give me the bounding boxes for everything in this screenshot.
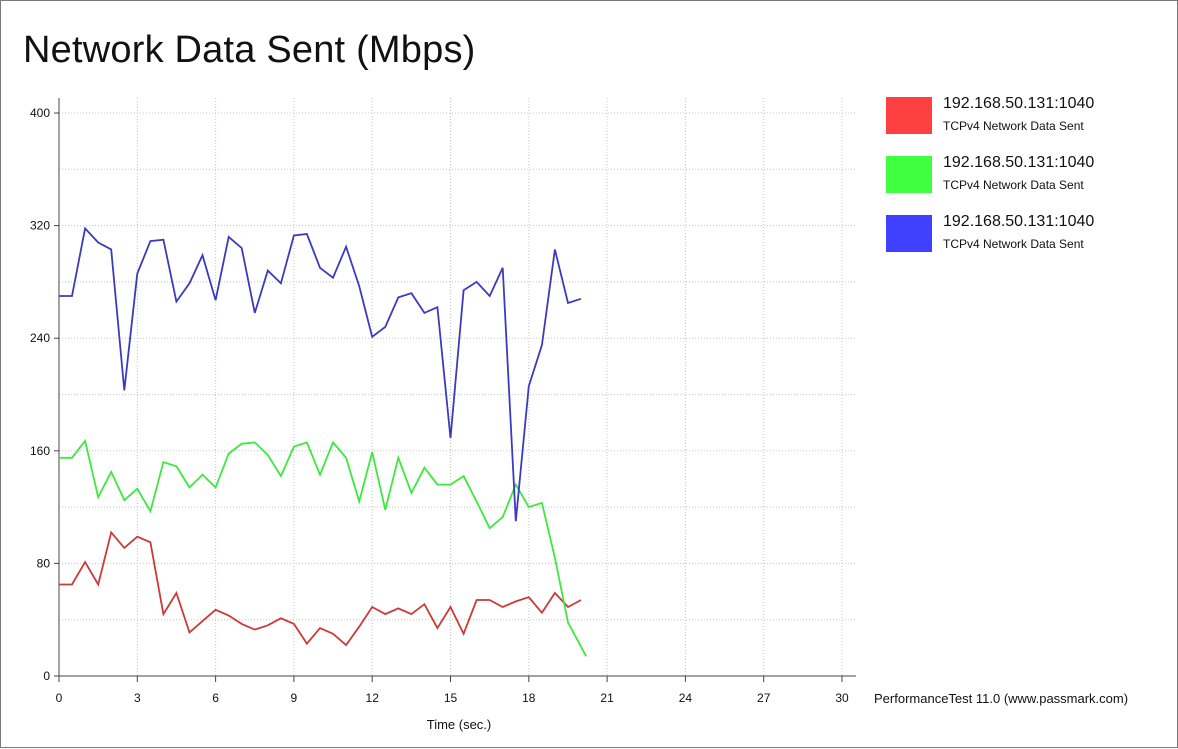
series-line-3 bbox=[59, 226, 582, 522]
y-tick-label: 400 bbox=[30, 106, 50, 120]
x-tick-label: 27 bbox=[757, 691, 771, 705]
legend-series-name: 192.168.50.131:1040 bbox=[943, 154, 1095, 171]
series-line-2 bbox=[59, 438, 587, 657]
y-tick-label: 80 bbox=[37, 556, 51, 570]
x-tick-label: 18 bbox=[522, 691, 536, 705]
y-tick-label: 0 bbox=[43, 669, 50, 683]
legend-swatch-red bbox=[886, 97, 932, 134]
y-tick-label: 240 bbox=[30, 331, 50, 345]
series-line-1 bbox=[59, 530, 582, 647]
legend-item: 192.168.50.131:1040 TCPv4 Network Data S… bbox=[886, 154, 1166, 213]
x-axis-title: Time (sec.) bbox=[426, 717, 492, 732]
legend-item: 192.168.50.131:1040 TCPv4 Network Data S… bbox=[886, 213, 1166, 272]
chart-title: Network Data Sent (Mbps) bbox=[23, 29, 476, 71]
x-tick-label: 30 bbox=[835, 691, 849, 705]
x-tick-label: 3 bbox=[134, 691, 141, 705]
legend-series-subtitle: TCPv4 Network Data Sent bbox=[943, 119, 1084, 133]
legend-swatch-green bbox=[886, 156, 932, 193]
x-tick-label: 6 bbox=[212, 691, 219, 705]
legend-item: 192.168.50.131:1040 TCPv4 Network Data S… bbox=[886, 95, 1166, 154]
x-tick-label: 21 bbox=[600, 691, 614, 705]
footer-credit: PerformanceTest 11.0 (www.passmark.com) bbox=[874, 691, 1129, 706]
x-tick-label: 12 bbox=[366, 691, 380, 705]
legend-swatch-blue bbox=[886, 215, 932, 252]
x-tick-label: 15 bbox=[444, 691, 458, 705]
y-tick-label: 320 bbox=[30, 219, 50, 233]
legend-series-name: 192.168.50.131:1040 bbox=[943, 213, 1095, 230]
x-tick-label: 9 bbox=[291, 691, 298, 705]
legend-series-name: 192.168.50.131:1040 bbox=[943, 95, 1095, 112]
x-tick-label: 24 bbox=[679, 691, 693, 705]
y-tick-label: 160 bbox=[30, 444, 50, 458]
x-tick-label: 0 bbox=[56, 691, 63, 705]
legend-series-subtitle: TCPv4 Network Data Sent bbox=[943, 237, 1084, 251]
legend: 192.168.50.131:1040 TCPv4 Network Data S… bbox=[886, 95, 1166, 272]
legend-series-subtitle: TCPv4 Network Data Sent bbox=[943, 178, 1084, 192]
